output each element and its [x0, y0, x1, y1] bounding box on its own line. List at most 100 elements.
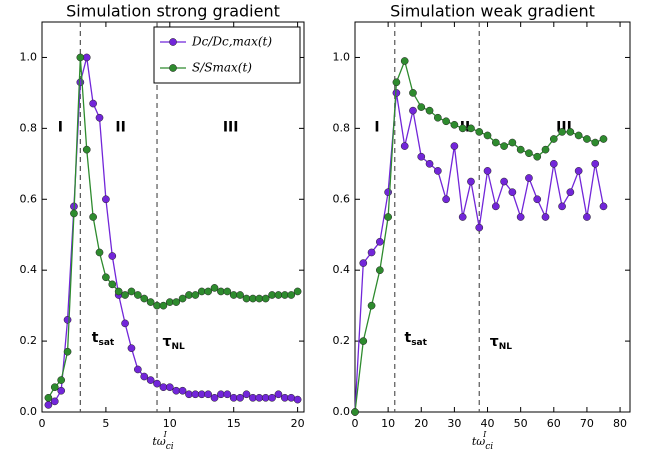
data-point — [249, 294, 257, 303]
data-point — [591, 159, 600, 168]
annotation-main: t — [92, 330, 99, 346]
data-point — [70, 209, 78, 218]
annotation-sub: ci — [485, 442, 493, 452]
data-point — [574, 167, 583, 175]
data-point — [63, 315, 72, 324]
data-point — [76, 53, 85, 62]
y-tick-label: 0.0 — [20, 405, 38, 418]
data-point — [140, 372, 149, 381]
data-point — [229, 291, 238, 299]
x-tick-label: 30 — [447, 417, 461, 430]
data-point — [483, 167, 492, 175]
annotation-main: tω — [472, 435, 485, 448]
y-tick-label: 0.2 — [20, 334, 38, 347]
chart-title: Simulation weak gradient — [390, 2, 595, 21]
annotation: I — [374, 119, 379, 135]
legend-swatch — [169, 64, 177, 72]
y-tick-label: 0.8 — [333, 121, 351, 134]
data-point — [500, 177, 508, 186]
data-point — [204, 390, 212, 399]
data-point — [191, 291, 200, 299]
data-point — [558, 202, 566, 211]
x-axis-label: tωci I — [472, 430, 493, 452]
data-point — [102, 195, 110, 204]
data-point — [146, 376, 155, 384]
data-point — [533, 195, 542, 204]
y-tick-label: 0.8 — [20, 121, 38, 134]
legend-label: S/Smax(t) — [192, 61, 252, 75]
data-point — [95, 113, 104, 122]
data-point — [558, 128, 566, 136]
data-point — [467, 124, 475, 133]
y-tick-label: 0.0 — [333, 405, 351, 418]
data-point — [50, 383, 59, 392]
data-point — [516, 145, 525, 154]
data-point — [375, 266, 384, 275]
x-tick-label: 50 — [514, 417, 528, 430]
data-point — [140, 294, 149, 303]
chart-title: Simulation strong gradient — [66, 2, 280, 21]
data-point — [458, 124, 467, 133]
data-point — [236, 291, 244, 299]
x-tick-label: 60 — [547, 417, 561, 430]
data-point — [255, 294, 264, 303]
data-point — [400, 57, 409, 65]
data-point — [293, 395, 302, 404]
data-point — [268, 291, 276, 299]
data-point — [516, 213, 525, 221]
data-point — [210, 393, 219, 402]
data-point — [525, 149, 533, 158]
data-point — [599, 135, 608, 143]
x-tick-label: 40 — [481, 417, 495, 430]
data-point — [583, 213, 591, 221]
data-point — [197, 287, 206, 296]
data-point — [425, 106, 434, 115]
data-point — [242, 390, 251, 399]
y-tick-label: 1.0 — [20, 50, 38, 63]
y-tick-label: 0.4 — [20, 263, 38, 276]
data-point — [159, 383, 168, 392]
axes-frame — [41, 21, 305, 413]
data-point — [172, 386, 181, 395]
y-tick-label: 0.2 — [333, 334, 351, 347]
data-point — [508, 138, 517, 147]
data-point — [223, 390, 232, 399]
data-point — [165, 298, 174, 306]
data-point — [450, 142, 459, 150]
data-point — [375, 237, 384, 246]
data-point — [280, 291, 289, 299]
data-point — [63, 347, 72, 356]
annotation: II — [115, 119, 125, 135]
series-line — [48, 57, 298, 406]
annotation-main: τ — [163, 334, 172, 350]
data-point — [433, 167, 442, 175]
data-point — [367, 301, 376, 310]
data-point — [261, 393, 270, 402]
data-point — [268, 393, 276, 402]
annotation-main: tω — [152, 435, 165, 448]
data-point — [114, 287, 123, 296]
data-point — [82, 53, 91, 62]
x-tick-label: 0 — [352, 417, 359, 430]
annotation-sub: ci — [166, 442, 174, 452]
data-point — [121, 319, 129, 328]
x-tick-label: 0 — [39, 417, 46, 430]
legend-label: Dc/Dc,max(t) — [191, 35, 272, 49]
data-point — [491, 202, 500, 211]
data-point — [392, 78, 401, 87]
data-point — [359, 259, 368, 267]
data-point — [351, 408, 359, 416]
y-tick-label: 0.4 — [333, 263, 351, 276]
data-point — [44, 393, 53, 402]
data-point — [541, 145, 550, 154]
subplot: Simulation weak gradient 0 10 20 30 40 50 60 70 8… — [333, 2, 631, 452]
data-point — [153, 301, 161, 310]
data-point — [50, 397, 59, 406]
data-point — [146, 298, 155, 306]
data-point — [475, 128, 484, 136]
annotation: tsat — [92, 330, 115, 348]
data-point — [134, 365, 142, 374]
subplot: Simulation strong gradient 0 5 10 15 20 0.0 0.2… — [20, 2, 305, 452]
x-tick-label: 15 — [227, 417, 241, 430]
